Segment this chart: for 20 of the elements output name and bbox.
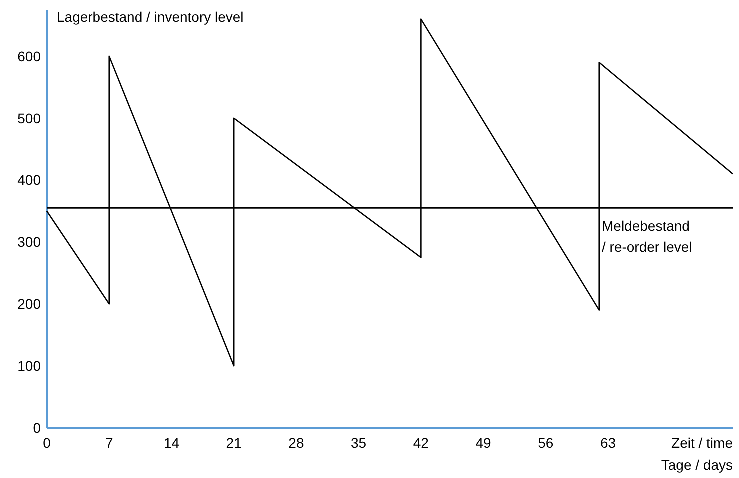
x-tick-label: 21 <box>226 435 242 451</box>
y-tick-label: 500 <box>18 110 42 126</box>
y-tick-label: 600 <box>18 48 42 64</box>
x-tick-label: 35 <box>351 435 367 451</box>
y-tick-label: 300 <box>18 234 42 250</box>
x-tick-label: 0 <box>43 435 52 451</box>
x-tick-label: 49 <box>476 435 492 451</box>
y-tick-label: 400 <box>18 172 42 188</box>
y-axis-title: Lagerbestand / inventory level <box>57 9 244 25</box>
x-tick-label: 14 <box>164 435 180 451</box>
ref-line-label: Meldebestand / re-order level <box>602 218 692 256</box>
x-tick-label: 42 <box>413 435 430 451</box>
y-tick-label: 100 <box>18 358 42 374</box>
x-tick-label: 63 <box>600 435 616 451</box>
y-tick-label: 0 <box>33 420 42 436</box>
x-axis-title: Zeit / time Tage / days <box>661 435 734 473</box>
x-tick-label: 56 <box>538 435 554 451</box>
y-tick-label: 200 <box>18 296 42 312</box>
x-tick-label: 7 <box>105 435 114 451</box>
x-tick-label: 28 <box>288 435 304 451</box>
